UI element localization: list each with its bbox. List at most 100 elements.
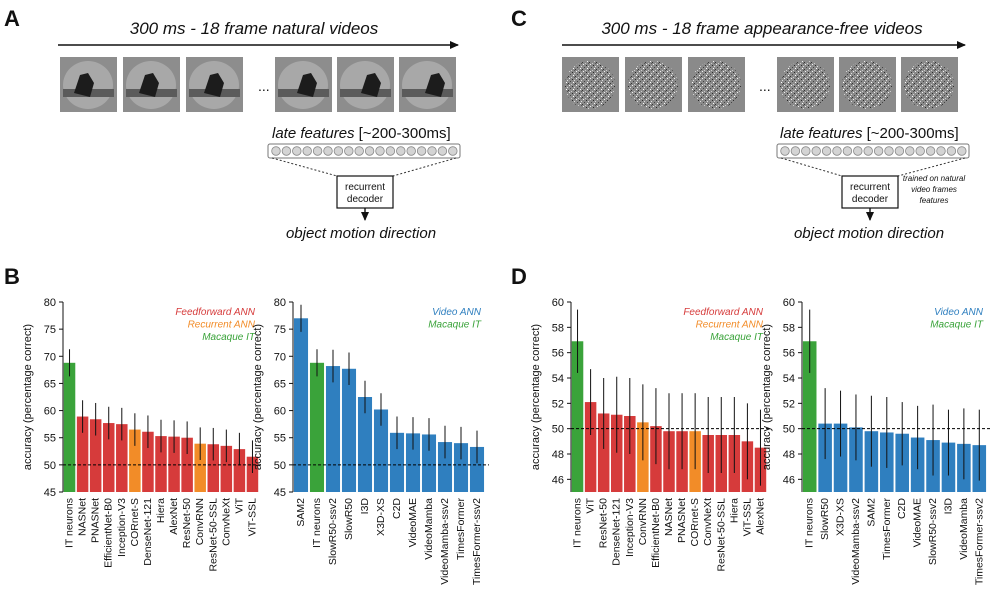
video-frame: [60, 57, 117, 112]
x-tick-label: VideoMAE: [407, 498, 419, 547]
panel-c: C 300 ms - 18 frame appearance-free vide…: [511, 6, 970, 242]
bar-inception-v3: [116, 424, 128, 492]
x-tick-label: Inception-V3: [116, 498, 128, 557]
y-tick-label: 80: [44, 297, 56, 309]
video-frame: [186, 57, 243, 112]
x-tick-label: SAM2: [295, 498, 307, 527]
output-label: object motion direction: [286, 225, 436, 242]
y-axis-label: accuracy (percentage correct): [252, 324, 264, 470]
x-tick-label: VideoMamba-ssv2: [439, 498, 451, 585]
y-tick-label: 50: [552, 424, 564, 436]
x-tick-label: C2D: [896, 498, 908, 519]
video-frame: [399, 57, 456, 112]
x-tick-label: VideoMamba-ssv2: [850, 498, 862, 585]
x-tick-label: SAM2: [865, 498, 877, 527]
bar-timesformer-ssv2: [469, 446, 485, 492]
panel-letter-a: A: [4, 6, 20, 31]
panel-c-title: 300 ms - 18 frame appearance-free videos: [601, 19, 923, 38]
x-tick-label: IT neurons: [804, 498, 816, 548]
bar-pnasnet: [89, 419, 102, 492]
feature-fan-right: [392, 157, 457, 177]
bar-slowr50-ssv2: [325, 366, 341, 492]
bar-it-neurons: [571, 341, 584, 492]
x-tick-label: ConvRNN: [637, 498, 649, 545]
noise-frame: [777, 57, 834, 112]
panel-letter-b: B: [4, 264, 20, 289]
legend-entry: Macaque IT: [710, 332, 764, 343]
appearance-free-frames: ...: [562, 57, 958, 112]
feature-token: [281, 146, 292, 156]
legend-entry: Video ANN: [934, 307, 984, 318]
bar-efficientnet-b0: [102, 423, 115, 492]
feature-token: [354, 146, 364, 156]
feature-sequence: [267, 143, 461, 159]
legend-entry: Feedforward ANN: [683, 307, 763, 318]
bar-vit-ssl: [246, 456, 259, 492]
legend-entry: Recurrent ANN: [696, 320, 764, 331]
legend-entry: Feedforward ANN: [175, 307, 255, 318]
bar-x3d-xs: [373, 409, 389, 492]
y-tick-label: 56: [552, 348, 564, 360]
feature-token: [905, 146, 915, 156]
feature-token: [863, 146, 873, 156]
x-tick-label: SlowR50-ssv2: [327, 498, 339, 565]
y-tick-label: 75: [44, 324, 56, 336]
feature-token: [375, 146, 385, 156]
x-tick-label: Inception-V3: [624, 498, 636, 557]
bar-nasnet: [76, 416, 89, 492]
y-tick-label: 50: [783, 424, 795, 436]
y-tick-label: 80: [274, 297, 286, 309]
bar-chart-feedforward-recurrent-natural: 45 50 55 60 65 70 75 80 accuracy (percentage cor…: [22, 297, 263, 572]
x-tick-label: ResNet-50: [598, 498, 610, 548]
bar-videomae: [405, 433, 421, 492]
y-tick-label: 65: [274, 378, 286, 390]
y-tick-label: 52: [783, 398, 795, 410]
decoder-label-line1: recurrent: [850, 182, 890, 193]
feature-token: [946, 146, 957, 156]
feature-token: [396, 146, 406, 156]
x-tick-label: PNASNet: [90, 498, 102, 543]
feature-token: [925, 146, 936, 156]
noise-frame: [562, 57, 619, 112]
x-tick-label: ResNet-50: [181, 498, 193, 548]
decoder-label-line1: recurrent: [345, 182, 385, 193]
feature-token: [811, 146, 821, 156]
y-tick-label: 45: [274, 487, 286, 499]
legend-entry: Macaque IT: [428, 320, 482, 331]
feature-token: [292, 146, 302, 156]
feature-token: [448, 146, 458, 156]
panel-letter-c: C: [511, 6, 527, 31]
training-note-line3: features: [920, 196, 949, 205]
bar-chart-feedforward-recurrent-appearance-free: 46 48 50 52 54 56 58 60 accuracy (percentage cor…: [530, 297, 771, 572]
y-tick-label: 52: [552, 398, 564, 410]
x-tick-label: CORnet-S: [129, 498, 141, 546]
x-tick-label: ResNet-50-SSL: [207, 498, 219, 572]
bar-resnet-50: [597, 413, 610, 492]
x-tick-label: DenseNet-121: [611, 498, 623, 566]
x-tick-label: VideoMamba: [423, 498, 435, 560]
late-features-label: late features [~200-300ms]: [780, 125, 959, 142]
x-tick-label: EfficientNet-B0: [103, 498, 115, 568]
x-tick-label: TimesFormer: [455, 498, 467, 561]
bar-resnet-50-ssl: [207, 444, 220, 492]
video-frame: [337, 57, 394, 112]
panel-letter-d: D: [511, 264, 527, 289]
x-tick-label: ConvNeXt: [220, 498, 232, 546]
x-tick-label: I3D: [359, 498, 371, 515]
feature-token: [884, 146, 894, 156]
x-tick-label: AlexNet: [168, 498, 180, 535]
y-tick-label: 45: [44, 487, 56, 499]
bar-hiera: [155, 436, 167, 492]
y-tick-label: 60: [44, 406, 56, 418]
feature-token: [801, 146, 811, 156]
x-tick-label: VideoMAE: [912, 498, 924, 547]
y-tick-label: 48: [552, 449, 564, 461]
x-tick-label: TimesFormer: [881, 498, 893, 561]
feature-token: [780, 146, 790, 156]
bar-chart-video-natural: 45 50 55 60 65 70 75 80 accuracy (percentage cor…: [252, 297, 489, 585]
feature-token: [915, 146, 925, 156]
noise-frame: [688, 57, 745, 112]
feature-token: [333, 146, 344, 156]
bar-videomamba: [421, 434, 437, 492]
feature-token: [416, 146, 427, 156]
